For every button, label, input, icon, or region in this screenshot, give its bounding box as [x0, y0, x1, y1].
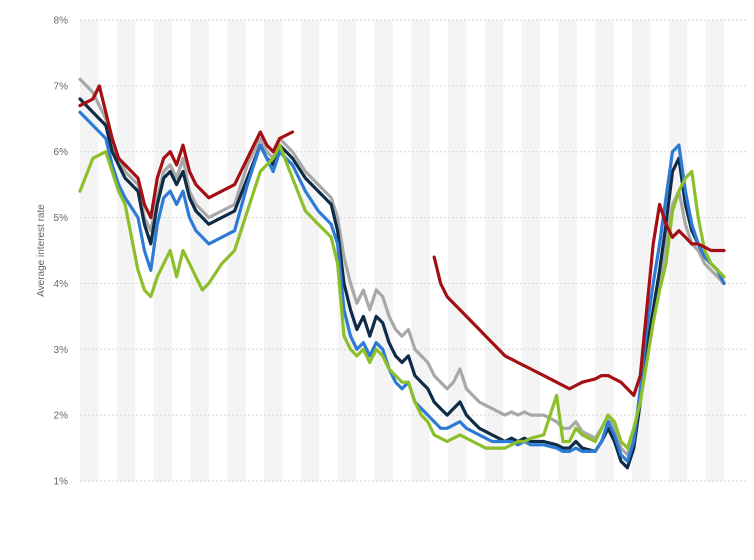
y-tick-label: 8%	[54, 16, 69, 27]
background-band	[190, 20, 209, 481]
background-band	[153, 20, 172, 481]
background-band	[668, 20, 688, 481]
y-tick-label: 3%	[54, 345, 69, 356]
background-band	[227, 20, 246, 481]
background-band	[337, 20, 356, 481]
background-band	[300, 20, 320, 481]
background-band	[264, 20, 283, 481]
background-band	[632, 20, 651, 481]
background-band	[80, 20, 99, 481]
y-tick-label: 2%	[54, 411, 69, 422]
gridlines	[80, 19, 746, 482]
background-band	[558, 20, 577, 481]
background-band	[595, 20, 614, 481]
y-axis-tick-labels: 1% 2% 3% 4% 5% 6% 7% 8%	[54, 16, 69, 488]
background-band	[374, 20, 393, 481]
background-band	[116, 20, 136, 481]
series-line-3	[78, 110, 726, 463]
series-line-1	[78, 77, 726, 457]
y-tick-label: 4%	[54, 279, 69, 290]
y-tick-label: 5%	[54, 213, 69, 224]
series-line-2	[78, 97, 726, 470]
y-tick-label: 1%	[54, 477, 69, 488]
series-lines	[78, 77, 726, 470]
column-bands	[80, 20, 724, 481]
series-line-5	[78, 84, 726, 397]
y-axis-title: Average interest rate	[36, 204, 47, 297]
y-tick-label: 6%	[54, 147, 69, 158]
background-band	[484, 20, 504, 481]
y-tick-label: 7%	[54, 81, 69, 92]
background-band	[448, 20, 467, 481]
background-band	[411, 20, 430, 481]
series-line-4	[78, 143, 726, 450]
